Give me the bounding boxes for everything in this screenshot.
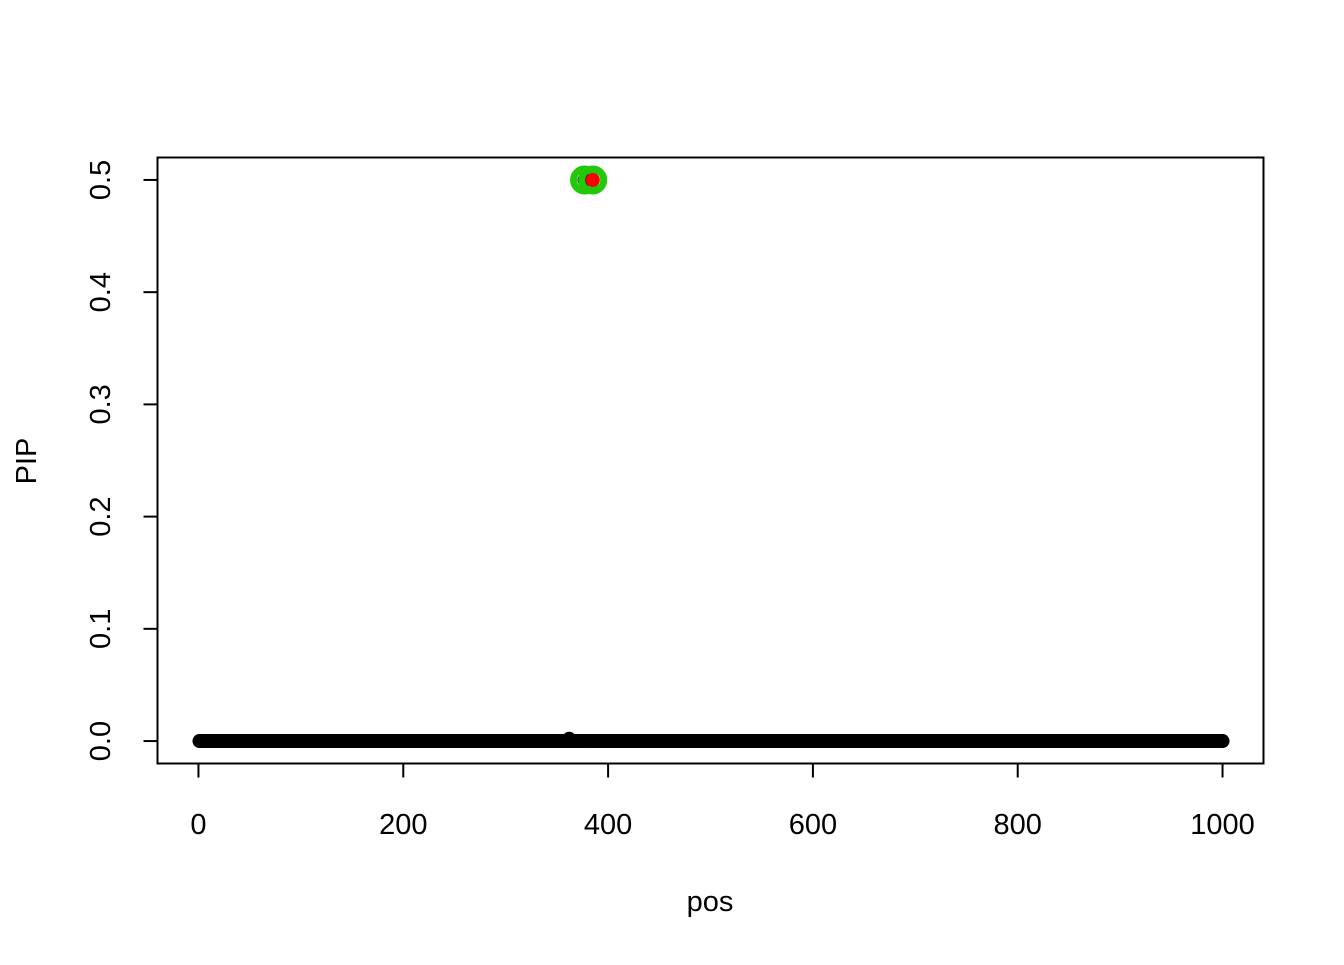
y-axis-label: PIP	[11, 438, 43, 485]
x-tick-label: 0	[190, 809, 206, 841]
x-tick-label: 800	[994, 809, 1042, 841]
credible-set-point	[578, 165, 608, 195]
x-tick-label: 1000	[1190, 809, 1255, 841]
y-tick-label: 0.2	[85, 496, 117, 536]
x-tick-label: 200	[379, 809, 427, 841]
plot-frame	[156, 156, 1265, 765]
x-axis-label: pos	[687, 886, 734, 918]
x-axis: 0 200 400 600 800 1000	[190, 762, 1255, 841]
y-axis: 0.0 0.1 0.2 0.3 0.4 0.5	[85, 160, 159, 761]
y-tick-label: 0.1	[85, 609, 117, 649]
y-tick-label: 0.3	[85, 384, 117, 424]
x-tick-label: 400	[584, 809, 632, 841]
data-point	[1215, 734, 1230, 749]
y-tick-label: 0.0	[85, 721, 117, 761]
y-tick-label: 0.4	[85, 272, 117, 312]
y-tick-label: 0.5	[85, 160, 117, 200]
points-layer	[192, 165, 1230, 749]
x-tick-label: 600	[789, 809, 837, 841]
true-effect-point	[585, 172, 600, 187]
